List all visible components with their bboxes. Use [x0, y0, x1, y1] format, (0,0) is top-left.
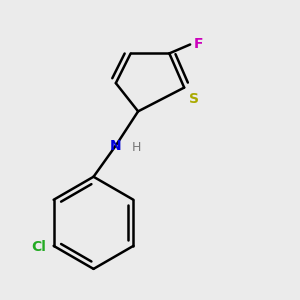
Text: Cl: Cl	[31, 240, 46, 254]
Text: S: S	[189, 92, 199, 106]
Text: F: F	[194, 38, 203, 52]
Text: H: H	[132, 140, 142, 154]
Text: N: N	[110, 139, 122, 152]
